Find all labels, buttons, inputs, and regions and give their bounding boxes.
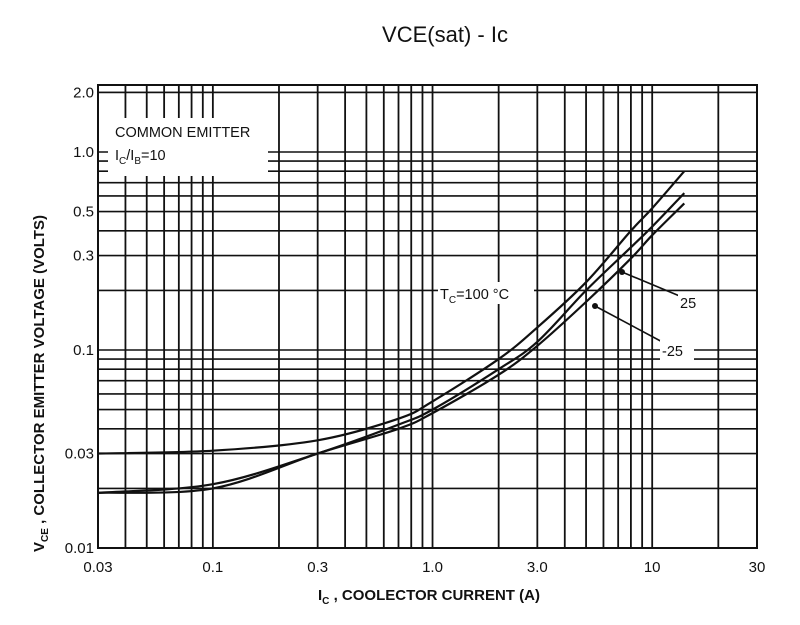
y-tick-label: 0.3 xyxy=(73,248,94,265)
x-tick-label: 30 xyxy=(749,559,766,576)
leader-dot-25 xyxy=(619,269,625,275)
x-tick-label: 0.1 xyxy=(202,559,223,576)
curve-label-25: 25 xyxy=(680,296,696,312)
y-axis-label: VCE , COLLECTOR EMITTER VOLTAGE (VOLTS) xyxy=(31,215,51,552)
x-axis-label: IC , COOLECTOR CURRENT (A) xyxy=(318,587,540,607)
plot-frame xyxy=(97,84,758,549)
y-tick-label: 2.0 xyxy=(73,84,94,101)
y-tick-label: 0.5 xyxy=(73,204,94,221)
y-tick-labels: 0.01 0.03 0.1 0.3 0.5 1.0 2.0 xyxy=(65,84,94,557)
curve-tc100c xyxy=(97,170,686,455)
y-tick-label: 1.0 xyxy=(73,144,94,161)
tc-100-label: TC=100 °C xyxy=(440,287,509,306)
tc-label-background xyxy=(438,282,534,304)
y-tick-label: 0.1 xyxy=(73,342,94,359)
leader-dot-minus25 xyxy=(592,303,598,309)
curve-25 xyxy=(97,192,686,494)
curve--25 xyxy=(97,202,686,494)
x-tick-label: 3.0 xyxy=(527,559,548,576)
x-tick-label: 1.0 xyxy=(422,559,443,576)
y-tick-label: 0.03 xyxy=(65,446,94,463)
common-emitter-label: COMMON EMITTER xyxy=(115,125,250,141)
x-tick-label: 10 xyxy=(644,559,661,576)
leader-line-25 xyxy=(621,271,683,298)
y-tick-label: 0.01 xyxy=(65,540,94,557)
x-tick-label: 0.3 xyxy=(307,559,328,576)
leader-line-minus25 xyxy=(594,305,669,346)
label-25-background xyxy=(678,292,704,312)
data-curves xyxy=(97,170,686,494)
label-minus25-background xyxy=(660,340,694,360)
x-tick-label: 0.03 xyxy=(83,559,112,576)
legend-background xyxy=(108,118,268,176)
curve-label-minus25: -25 xyxy=(662,344,683,360)
x-tick-labels: 0.03 0.1 0.3 1.0 3.0 10 30 xyxy=(83,559,765,576)
ic-ib-ratio-label: IC/IB=10 xyxy=(115,148,166,167)
chart-title: VCE(sat) - Ic xyxy=(382,22,508,47)
